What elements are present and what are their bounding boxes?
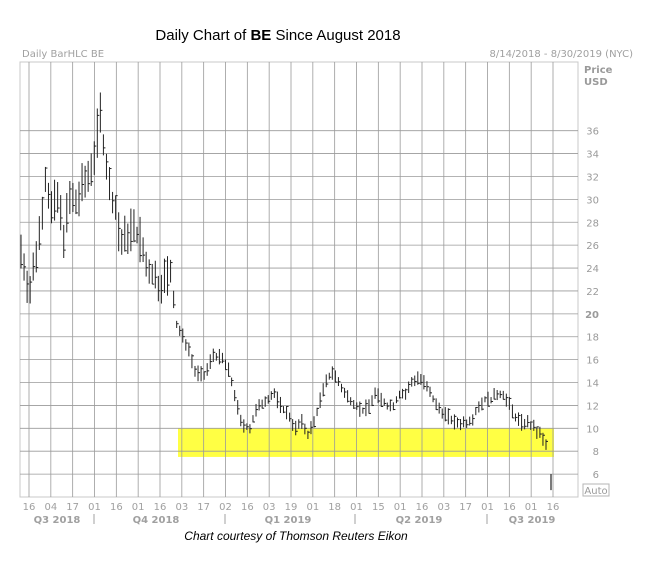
x-tick-label: 16: [416, 502, 429, 513]
y-tick-label: 28: [586, 218, 599, 229]
x-tick-label: 01: [306, 502, 319, 513]
y-tick-label: 26: [586, 241, 599, 252]
x-tick-label: 01: [350, 502, 363, 513]
support-zone-highlight: [178, 428, 554, 457]
auto-scale-button-frame[interactable]: [582, 483, 610, 497]
chart-header-right: 8/14/2018 - 8/30/2019 (NYC): [489, 49, 633, 60]
x-tick-label: 01: [394, 502, 407, 513]
y-tick-label: 24: [586, 264, 599, 275]
x-tick-label: 18: [328, 502, 341, 513]
x-tick-label: 16: [547, 502, 560, 513]
x-tick-label: 02: [219, 502, 232, 513]
x-tick-label: 15: [372, 502, 385, 513]
x-tick-label: 19: [285, 502, 298, 513]
x-tick-label: 01: [481, 502, 494, 513]
y-tick-label: 22: [586, 287, 599, 298]
y-tick-label: 32: [586, 172, 599, 183]
y-tick-label: 36: [586, 127, 599, 138]
x-tick-label: 04: [44, 502, 57, 513]
quarter-label: Q2 2019: [396, 515, 443, 526]
x-tick-label: 01: [525, 502, 538, 513]
chart-header-left: Daily BarHLC BE: [22, 49, 104, 60]
y-tick-label: 12: [586, 401, 599, 412]
plot-area: 16 04 17 01 16 01 16 03 17 02 16 03 19 01 18 01 15 01 16 03…: [19, 61, 599, 526]
chart-credit: Chart courtesy of Thomson Reuters Eikon: [184, 529, 408, 543]
y-tick-label: 14: [586, 379, 599, 390]
x-tick-label: 16: [110, 502, 123, 513]
x-tick-label: 16: [241, 502, 254, 513]
y-axis-title-usd: USD: [584, 77, 608, 88]
y-tick-label: 20: [585, 310, 599, 321]
x-tick-label: 17: [66, 502, 79, 513]
y-axis-title-price: Price: [584, 65, 613, 76]
y-tick-label: 8: [593, 447, 599, 458]
y-tick-label: 34: [586, 150, 599, 161]
quarter-label: Q1 2019: [265, 515, 312, 526]
x-tick-label: 01: [132, 502, 145, 513]
auto-scale-button[interactable]: Auto: [584, 486, 607, 497]
x-tick-label: 16: [503, 502, 516, 513]
quarter-label: Q4 2018: [133, 515, 180, 526]
x-tick-label: 16: [154, 502, 167, 513]
y-tick-label: 30: [586, 195, 599, 206]
quarter-label: Q3 2018: [34, 515, 81, 526]
y-tick-label: 6: [593, 470, 599, 481]
y-tick-label: 16: [586, 356, 599, 367]
chart-title: Daily Chart of BE Since August 2018: [155, 27, 400, 44]
x-tick-label: 03: [175, 502, 188, 513]
y-tick-label: 10: [586, 424, 599, 435]
x-tick-label: 17: [197, 502, 210, 513]
x-tick-label: 16: [23, 502, 36, 513]
x-tick-label: 03: [437, 502, 450, 513]
x-tick-label: 17: [459, 502, 472, 513]
quarter-label: Q3 2019: [509, 515, 556, 526]
y-tick-label: 18: [586, 333, 599, 344]
x-tick-label: 03: [263, 502, 276, 513]
x-tick-label: 01: [88, 502, 101, 513]
